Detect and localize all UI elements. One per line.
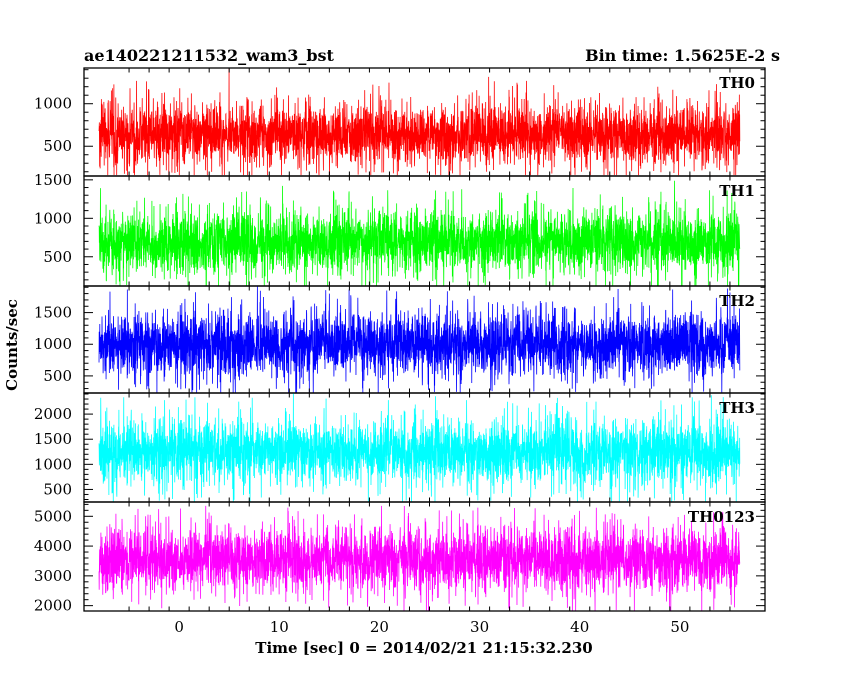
chart-title-left: ae140221211532_wam3_bst [84, 46, 335, 65]
x-tick-label: 20 [370, 618, 389, 636]
y-tick-label: 1000 [34, 335, 72, 353]
panel-label-th0123: TH0123 [688, 508, 755, 526]
panel-frame [83, 501, 766, 612]
panel-th3: 500 1000 1500 2000 TH3 [34, 392, 766, 503]
panel-th0: 500 1000 TH0 [34, 67, 766, 177]
y-tick-label: 1500 [34, 430, 72, 448]
y-tick-label: 3000 [34, 567, 72, 585]
series-line-th0123 [98, 505, 741, 611]
y-tick-label: 5000 [34, 507, 72, 525]
y-tick-label: 2000 [34, 597, 72, 615]
panels-group: 5001000TH050010001500TH150010001500TH250… [34, 67, 766, 615]
x-tick-label: 40 [570, 618, 589, 636]
x-tick-label: 0 [174, 618, 184, 636]
panel-label-th1: TH1 [719, 182, 755, 200]
panel-th1: 500 1000 1500 TH1 [34, 171, 766, 287]
y-tick-label: 500 [43, 248, 72, 266]
panel-label-th2: TH2 [719, 292, 755, 310]
panel-th0123: 2000 3000 4000 5000 TH0123 [34, 501, 766, 615]
chart-title-right: Bin time: 1.5625E-2 s [585, 46, 780, 65]
panel-th2: 500 1000 1500 TH2 [34, 285, 766, 394]
x-axis: 0 10 20 30 40 50 [174, 618, 689, 636]
y-tick-label: 2000 [34, 405, 72, 423]
y-tick-label: 1000 [34, 209, 72, 227]
y-tick-label: 500 [43, 367, 72, 385]
y-axis-title: Counts/sec [3, 299, 21, 391]
x-axis-title: Time [sec] 0 = 2014/02/21 21:15:32.230 [255, 639, 592, 657]
y-tick-label: 1000 [34, 455, 72, 473]
x-tick-label: 30 [470, 618, 489, 636]
y-tick-label: 1500 [34, 304, 72, 322]
series-line-th0 [98, 68, 741, 176]
series-line-th1 [98, 180, 741, 286]
y-tick-label: 500 [43, 480, 72, 498]
panel-label-th3: TH3 [719, 399, 755, 417]
y-tick-label: 1500 [34, 171, 72, 189]
series-line-th2 [98, 286, 741, 393]
series-line-th3 [98, 393, 741, 502]
x-tick-label: 50 [670, 618, 689, 636]
x-tick-label: 10 [270, 618, 289, 636]
y-tick-label: 1000 [34, 95, 72, 113]
y-tick-label: 500 [43, 137, 72, 155]
y-tick-label: 4000 [34, 537, 72, 555]
panel-label-th0: TH0 [719, 74, 755, 92]
